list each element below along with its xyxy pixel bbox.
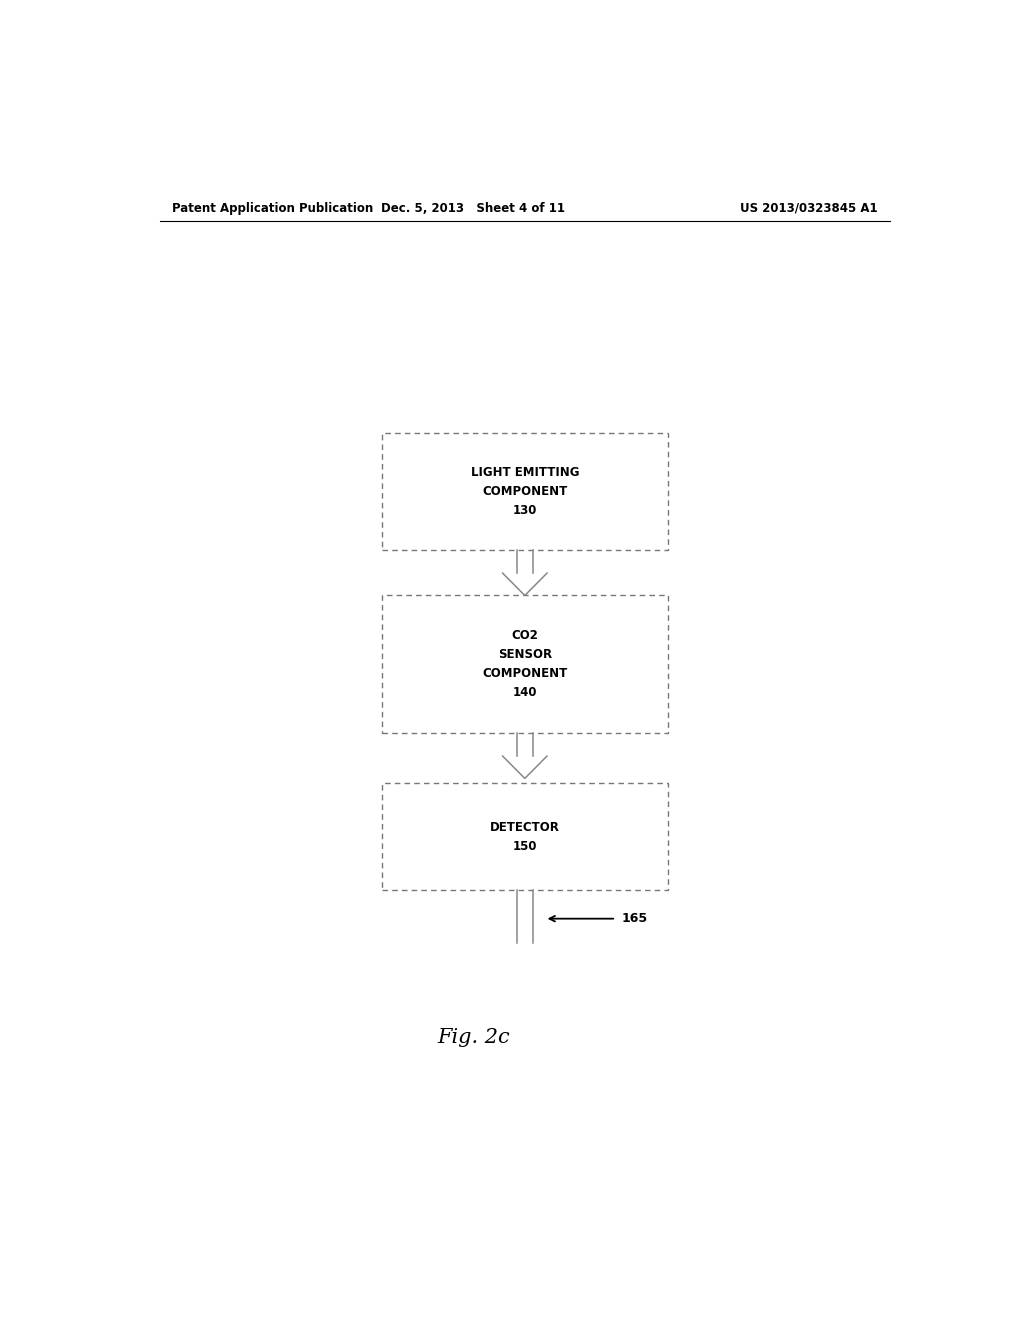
Text: US 2013/0323845 A1: US 2013/0323845 A1	[740, 202, 878, 215]
Bar	[382, 433, 668, 549]
Text: CO2
SENSOR
COMPONENT
140: CO2 SENSOR COMPONENT 140	[482, 630, 567, 700]
Text: DETECTOR
150: DETECTOR 150	[489, 821, 560, 853]
Bar	[382, 595, 668, 733]
Text: Fig. 2c: Fig. 2c	[437, 1028, 510, 1047]
Text: LIGHT EMITTING
COMPONENT
130: LIGHT EMITTING COMPONENT 130	[471, 466, 579, 516]
Text: 165: 165	[622, 912, 648, 925]
Text: Dec. 5, 2013   Sheet 4 of 11: Dec. 5, 2013 Sheet 4 of 11	[381, 202, 565, 215]
Bar	[382, 784, 668, 890]
Text: Patent Application Publication: Patent Application Publication	[172, 202, 373, 215]
